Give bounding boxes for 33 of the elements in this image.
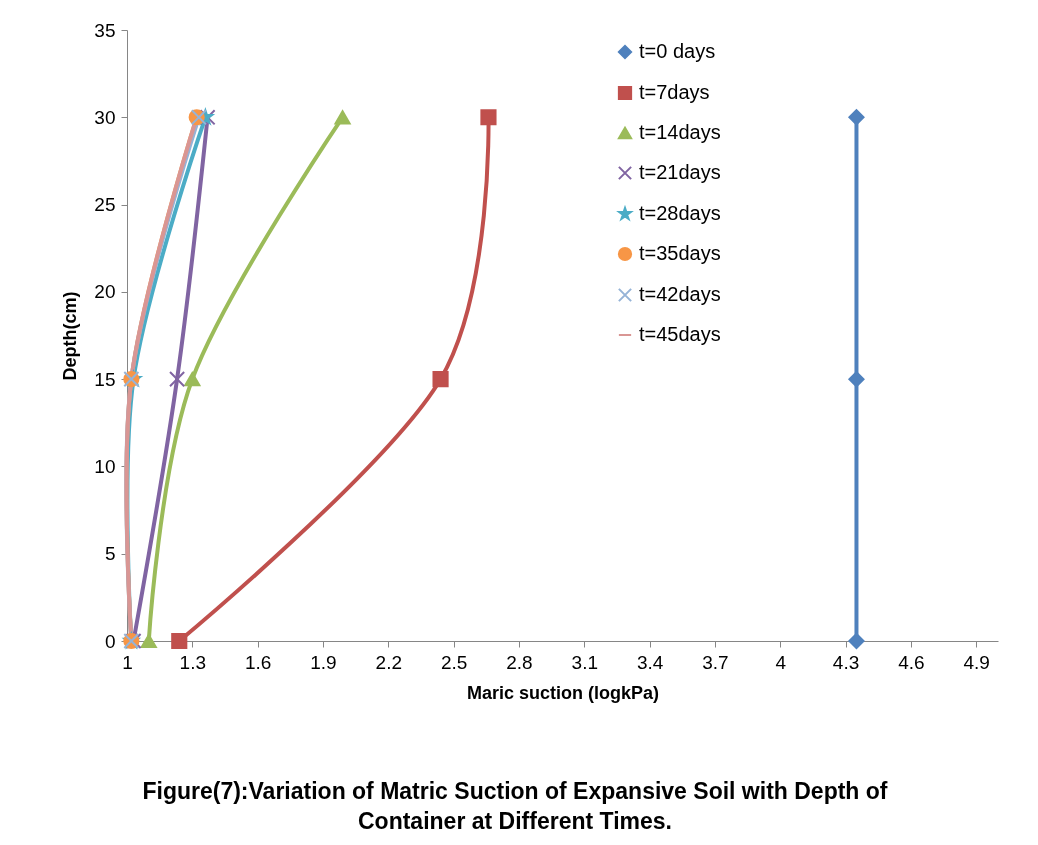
legend-label: t=7days [639,81,710,103]
text: Figure(7):Variation of Matric Suction of Expansive Soil with Depth of Container at Different Times. [141,777,889,836]
x-tick-label: 4.9 [963,651,990,673]
legend-label: t=45days [639,323,721,345]
x-tick-label: 1.3 [179,651,207,673]
x-tick-label: 1 [122,651,133,673]
y-tick-label: 20 [94,281,116,303]
legend-label: t=0 days [639,40,716,62]
legend-label: t=14days [639,121,721,143]
y-tick-label: 10 [94,455,116,477]
x-tick-label: 3.1 [571,651,598,673]
x-tick-label: 2.5 [440,651,468,673]
x-axis-title: Maric suction (logkPa) [466,682,660,703]
x-tick-label: 4.3 [832,651,860,673]
x-tick-label: 3.4 [636,651,664,673]
y-tick-label: 0 [104,630,116,652]
x-tick-label: 1.6 [244,651,272,673]
legend-label: t=42days [639,283,721,305]
x-tick-label: 2.2 [375,651,403,673]
x-tick-label: 3.7 [702,651,729,673]
y-tick-label: 5 [104,543,116,565]
y-axis-title: Depth(cm) [60,291,81,381]
y-tick-label: 30 [94,106,116,128]
legend-label: t=35days [639,242,721,264]
y-tick-label: 25 [94,194,116,216]
legend-label: t=21days [639,161,721,183]
legend-label: t=28days [639,202,721,224]
y-tick-label: 35 [94,19,116,41]
x-tick-label: 2.8 [506,651,533,673]
x-tick-label: 4 [775,651,787,673]
x-tick-label: 1.9 [310,651,337,673]
y-tick-label: 15 [94,368,116,390]
x-tick-label: 4.6 [898,651,925,673]
